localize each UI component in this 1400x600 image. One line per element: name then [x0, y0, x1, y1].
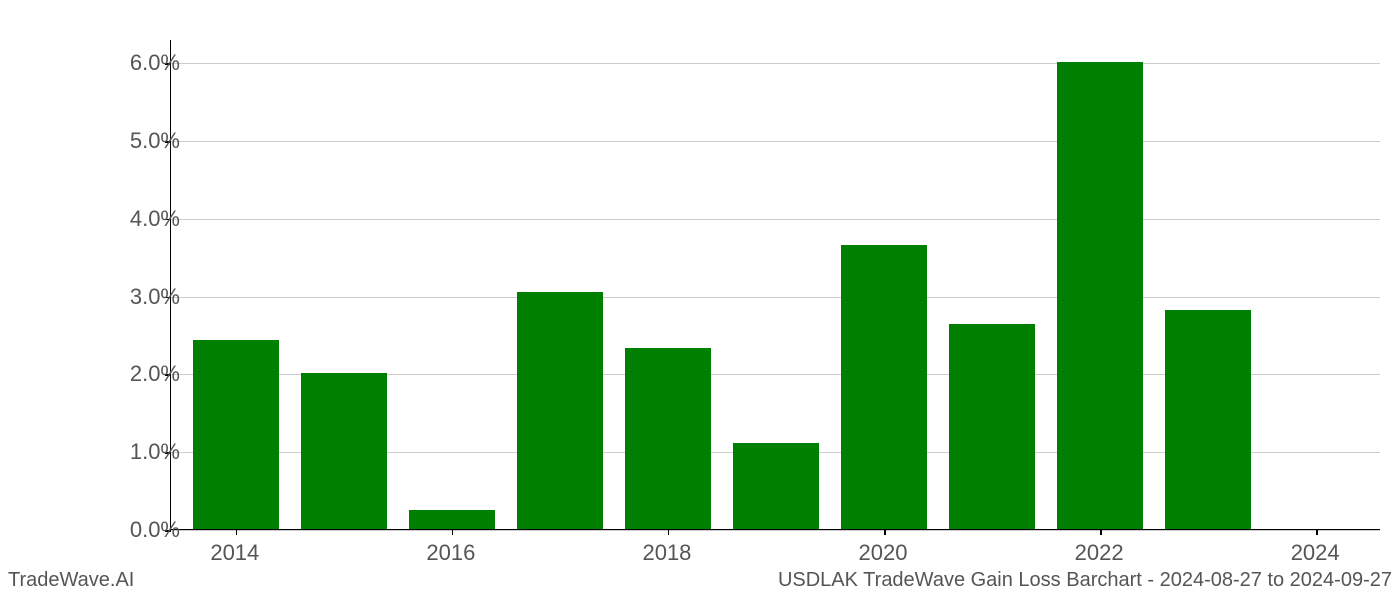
bar [409, 510, 495, 529]
bar [301, 373, 387, 529]
x-tick-mark [452, 529, 454, 535]
x-tick-mark [884, 529, 886, 535]
y-tick-label: 4.0% [130, 206, 180, 232]
footer-right-label: USDLAK TradeWave Gain Loss Barchart - 20… [778, 569, 1392, 592]
x-tick-label: 2016 [426, 540, 475, 566]
footer-left-label: TradeWave.AI [8, 569, 134, 592]
bar [517, 292, 603, 529]
bar [625, 348, 711, 529]
plot-area [170, 40, 1380, 530]
y-tick-label: 5.0% [130, 128, 180, 154]
bar [193, 340, 279, 529]
y-tick-label: 0.0% [130, 517, 180, 543]
x-tick-label: 2018 [642, 540, 691, 566]
x-tick-mark [1100, 529, 1102, 535]
x-tick-label: 2020 [859, 540, 908, 566]
gridline [171, 297, 1380, 298]
gridline [171, 63, 1380, 64]
bar [733, 443, 819, 529]
x-tick-mark [236, 529, 238, 535]
bar [841, 245, 927, 529]
x-tick-label: 2024 [1291, 540, 1340, 566]
y-tick-label: 2.0% [130, 361, 180, 387]
gridline [171, 530, 1380, 531]
bar [1165, 310, 1251, 529]
y-tick-label: 3.0% [130, 284, 180, 310]
x-tick-mark [668, 529, 670, 535]
bar [949, 324, 1035, 529]
x-tick-mark [1316, 529, 1318, 535]
x-tick-label: 2014 [210, 540, 259, 566]
y-tick-label: 6.0% [130, 50, 180, 76]
gridline [171, 219, 1380, 220]
chart-container [170, 40, 1380, 530]
gridline [171, 141, 1380, 142]
bar [1057, 62, 1143, 529]
y-tick-label: 1.0% [130, 439, 180, 465]
x-tick-label: 2022 [1075, 540, 1124, 566]
